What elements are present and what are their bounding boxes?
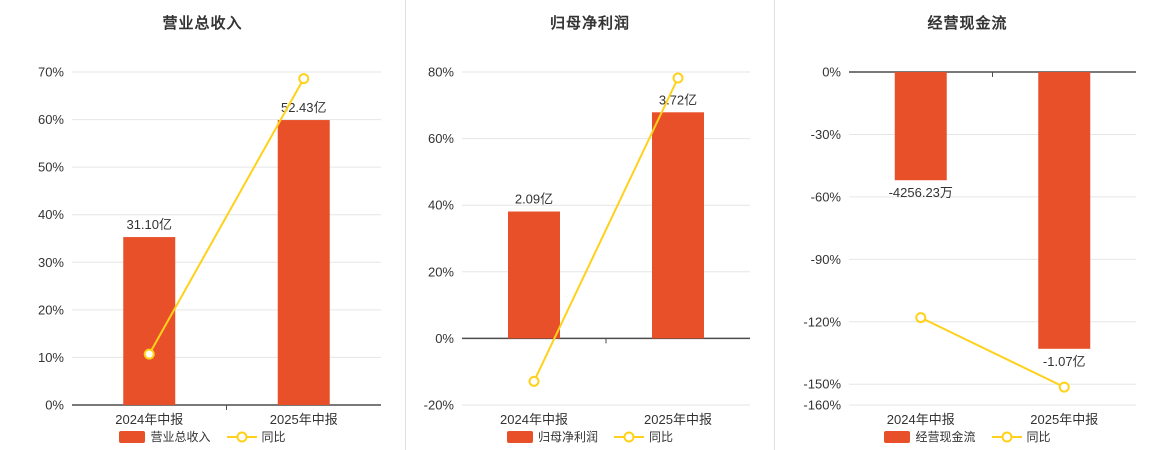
legend-label-revenue: 营业总收入 bbox=[150, 430, 211, 444]
marker-circle-icon bbox=[236, 431, 247, 442]
line-marker-icon bbox=[614, 431, 644, 443]
svg-text:-4256.23万: -4256.23万 bbox=[889, 185, 953, 200]
svg-text:-60%: -60% bbox=[811, 189, 842, 204]
svg-text:-150%: -150% bbox=[803, 377, 841, 392]
legend-label-cash-flow: 经营现金流 bbox=[915, 430, 976, 444]
legend-item-cash-flow-yoy[interactable]: 同比 bbox=[991, 428, 1051, 445]
legend-label-net-profit: 归母净利润 bbox=[537, 430, 598, 444]
svg-text:0%: 0% bbox=[822, 65, 841, 80]
revenue-chart-plot: 0% 10% 20% 30% 40% 50% 60% 70% 31.10亿 2024年中报 52.4… bbox=[38, 65, 381, 427]
svg-text:0%: 0% bbox=[435, 331, 454, 346]
svg-text:52.43亿: 52.43亿 bbox=[281, 100, 327, 115]
revenue-legend: 营业总收入 同比 bbox=[0, 428, 405, 445]
svg-text:2.09亿: 2.09亿 bbox=[515, 192, 553, 207]
svg-text:2024年中报: 2024年中报 bbox=[500, 412, 568, 427]
svg-text:2024年中报: 2024年中报 bbox=[887, 412, 955, 427]
svg-text:0%: 0% bbox=[45, 398, 64, 413]
svg-text:10%: 10% bbox=[38, 350, 64, 365]
panel-revenue: 营业总收入 0% 10% 20% 30% 40% 50% 60% 70% 31.10亿 2024年… bbox=[0, 0, 405, 450]
panel-cash-flow: 经营现金流 0% -30% -60% -90% -120% -150% -160% -4256… bbox=[774, 0, 1160, 450]
cash-flow-legend: 经营现金流 同比 bbox=[775, 428, 1160, 445]
net-profit-legend: 归母净利润 同比 bbox=[406, 428, 774, 445]
svg-text:50%: 50% bbox=[38, 160, 64, 175]
legend-label-yoy: 同比 bbox=[1026, 430, 1051, 444]
legend-item-revenue-bar[interactable]: 营业总收入 bbox=[119, 428, 211, 445]
marker-circle-icon bbox=[623, 431, 635, 442]
legend-label-yoy: 同比 bbox=[649, 430, 674, 444]
revenue-chart-title: 营业总收入 bbox=[162, 15, 243, 32]
svg-text:70%: 70% bbox=[38, 65, 64, 80]
svg-text:2025年中报: 2025年中报 bbox=[644, 412, 712, 427]
line-marker-icon bbox=[226, 431, 257, 443]
legend-item-net-profit-yoy[interactable]: 同比 bbox=[614, 428, 673, 445]
svg-text:-120%: -120% bbox=[803, 314, 841, 329]
legend-item-net-profit-bar[interactable]: 归母净利润 bbox=[506, 428, 598, 445]
svg-text:20%: 20% bbox=[38, 302, 64, 317]
legend-item-cash-flow-bar[interactable]: 经营现金流 bbox=[884, 428, 976, 445]
legend-label-yoy: 同比 bbox=[261, 430, 286, 444]
svg-text:60%: 60% bbox=[428, 131, 454, 146]
svg-text:-20%: -20% bbox=[424, 398, 455, 413]
net-profit-chart-title: 归母净利润 bbox=[549, 15, 630, 32]
svg-text:30%: 30% bbox=[38, 255, 64, 270]
svg-text:60%: 60% bbox=[38, 112, 64, 127]
marker-circle-icon bbox=[1001, 431, 1012, 442]
svg-text:2025年中报: 2025年中报 bbox=[270, 412, 338, 427]
line-marker-icon bbox=[991, 431, 1022, 443]
svg-text:2024年中报: 2024年中报 bbox=[115, 412, 183, 427]
bar-swatch-icon bbox=[119, 430, 146, 443]
svg-text:-30%: -30% bbox=[811, 127, 842, 142]
svg-text:-90%: -90% bbox=[811, 252, 842, 267]
cash-flow-chart-title: 经营现金流 bbox=[927, 15, 1008, 32]
svg-text:40%: 40% bbox=[38, 207, 64, 222]
svg-text:-160%: -160% bbox=[803, 398, 841, 413]
bar-swatch-icon bbox=[506, 430, 533, 443]
svg-text:80%: 80% bbox=[428, 65, 454, 80]
svg-text:40%: 40% bbox=[428, 198, 454, 213]
legend-item-revenue-yoy[interactable]: 同比 bbox=[226, 428, 286, 445]
net-profit-chart-plot: -20%0%20%40%60%80%2.09亿2024年中报3.72亿2025年… bbox=[424, 65, 750, 427]
bar-swatch-icon bbox=[884, 430, 911, 443]
svg-text:20%: 20% bbox=[428, 264, 454, 279]
svg-text:2025年中报: 2025年中报 bbox=[1030, 412, 1098, 427]
cash-flow-chart-plot: 0% -30% -60% -90% -120% -150% -160% -4256.23万 20… bbox=[803, 65, 1136, 427]
svg-text:-1.07亿: -1.07亿 bbox=[1043, 354, 1086, 369]
svg-text:31.10亿: 31.10亿 bbox=[126, 217, 172, 232]
panel-net-profit: 归母净利润 -20% 0% 20% 40% 60% 80% 2.09亿 2024年中报 3.72… bbox=[405, 0, 774, 450]
